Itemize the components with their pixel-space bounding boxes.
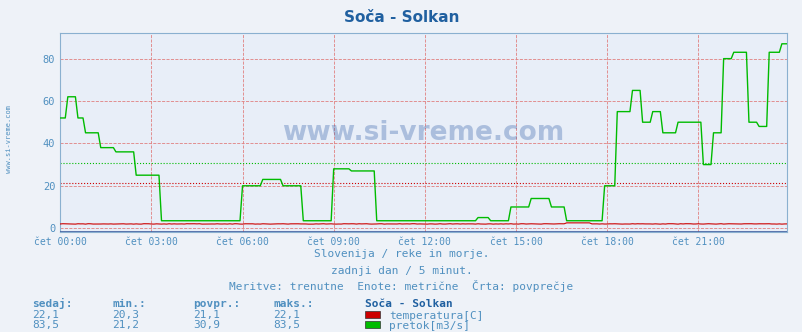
- Text: www.si-vreme.com: www.si-vreme.com: [282, 120, 564, 146]
- Text: www.si-vreme.com: www.si-vreme.com: [6, 106, 12, 173]
- Text: 21,1: 21,1: [192, 310, 220, 320]
- Text: sedaj:: sedaj:: [32, 298, 72, 309]
- Text: 22,1: 22,1: [32, 310, 59, 320]
- Text: povpr.:: povpr.:: [192, 299, 240, 309]
- Text: min.:: min.:: [112, 299, 146, 309]
- Text: 83,5: 83,5: [273, 320, 300, 330]
- Text: 20,3: 20,3: [112, 310, 140, 320]
- Text: maks.:: maks.:: [273, 299, 313, 309]
- Text: 21,2: 21,2: [112, 320, 140, 330]
- Text: temperatura[C]: temperatura[C]: [389, 311, 484, 321]
- Text: Soča - Solkan: Soča - Solkan: [365, 299, 452, 309]
- Text: 83,5: 83,5: [32, 320, 59, 330]
- Text: Meritve: trenutne  Enote: metrične  Črta: povprečje: Meritve: trenutne Enote: metrične Črta: …: [229, 281, 573, 292]
- Text: pretok[m3/s]: pretok[m3/s]: [389, 321, 470, 331]
- Text: Slovenija / reke in morje.: Slovenija / reke in morje.: [314, 249, 488, 259]
- Text: zadnji dan / 5 minut.: zadnji dan / 5 minut.: [330, 266, 472, 276]
- Text: 22,1: 22,1: [273, 310, 300, 320]
- Text: Soča - Solkan: Soča - Solkan: [343, 10, 459, 25]
- Text: 30,9: 30,9: [192, 320, 220, 330]
